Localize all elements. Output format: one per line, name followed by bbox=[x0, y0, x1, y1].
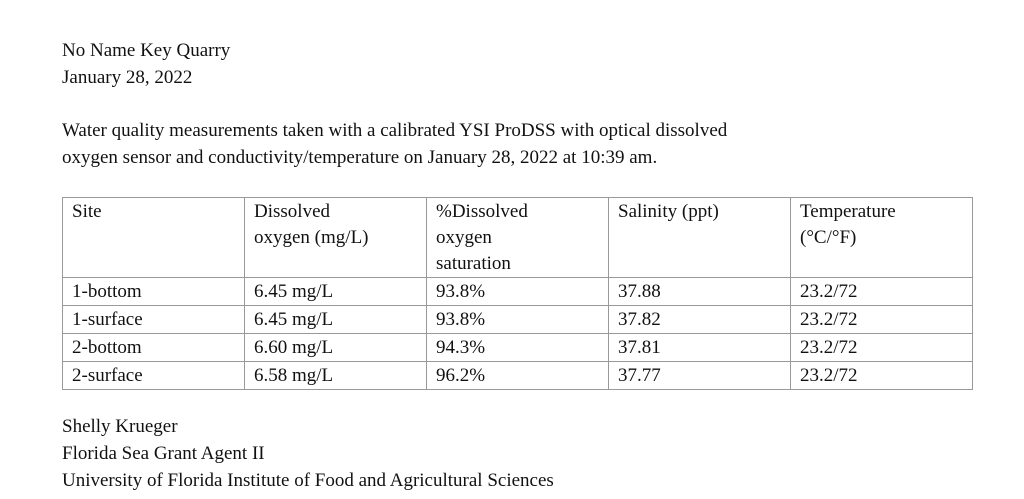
cell: 23.2/72 bbox=[790, 361, 973, 390]
header-cell: %Dissolved oxygen saturation bbox=[426, 197, 609, 278]
header-text: saturation bbox=[436, 253, 511, 274]
intro-line: Water quality measurements taken with a … bbox=[62, 120, 728, 141]
cell: 37.77 bbox=[608, 361, 791, 390]
header-text: Salinity (ppt) bbox=[618, 201, 719, 222]
data-row: 1-bottom 6.45 mg/L 93.8% 37.88 23.2/72 bbox=[62, 277, 973, 306]
cell: 96.2% bbox=[426, 361, 609, 390]
signature-role: Florida Sea Grant Agent II bbox=[62, 443, 265, 464]
signature-name: Shelly Krueger bbox=[62, 416, 178, 437]
data-row: 2-surface 6.58 mg/L 96.2% 37.77 23.2/72 bbox=[62, 361, 973, 390]
cell: 93.8% bbox=[426, 305, 609, 334]
header-text: Temperature bbox=[800, 201, 896, 222]
cell: 93.8% bbox=[426, 277, 609, 306]
header-cell: Dissolved oxygen (mg/L) bbox=[244, 197, 427, 278]
cell: 23.2/72 bbox=[790, 305, 973, 334]
header-cell: Site bbox=[62, 197, 245, 278]
header-text: %Dissolved bbox=[436, 201, 528, 222]
header-text: oxygen (mg/L) bbox=[254, 227, 369, 248]
data-row: 1-surface 6.45 mg/L 93.8% 37.82 23.2/72 bbox=[62, 305, 973, 334]
header-cell: Temperature (°C/°F) bbox=[790, 197, 973, 278]
cell: 23.2/72 bbox=[790, 277, 973, 306]
cell: 6.45 mg/L bbox=[244, 305, 427, 334]
cell: 37.88 bbox=[608, 277, 791, 306]
cell: 6.45 mg/L bbox=[244, 277, 427, 306]
signature-organization: University of Florida Institute of Food … bbox=[62, 470, 554, 491]
header-text: Site bbox=[72, 201, 102, 222]
header-text: Dissolved bbox=[254, 201, 330, 222]
measurements-table: Site Dissolved oxygen (mg/L) %Dissolved oxyg… bbox=[62, 197, 973, 390]
header-cell: Salinity (ppt) bbox=[608, 197, 791, 278]
intro-line: oxygen sensor and conductivity/temperatu… bbox=[62, 147, 658, 168]
cell: 23.2/72 bbox=[790, 333, 973, 362]
cell: 37.81 bbox=[608, 333, 791, 362]
data-row: 2-bottom 6.60 mg/L 94.3% 37.81 23.2/72 bbox=[62, 333, 973, 362]
header-text: oxygen bbox=[436, 227, 492, 248]
cell: 1-bottom bbox=[62, 277, 245, 306]
cell: 2-bottom bbox=[62, 333, 245, 362]
header-text: (°C/°F) bbox=[800, 227, 857, 248]
header-row: Site Dissolved oxygen (mg/L) %Dissolved oxyg… bbox=[62, 197, 973, 278]
cell: 6.58 mg/L bbox=[244, 361, 427, 390]
cell: 2-surface bbox=[62, 361, 245, 390]
date: January 28, 2022 bbox=[62, 67, 193, 88]
cell: 6.60 mg/L bbox=[244, 333, 427, 362]
title: No Name Key Quarry bbox=[62, 40, 231, 61]
cell: 37.82 bbox=[608, 305, 791, 334]
cell: 94.3% bbox=[426, 333, 609, 362]
cell: 1-surface bbox=[62, 305, 245, 334]
